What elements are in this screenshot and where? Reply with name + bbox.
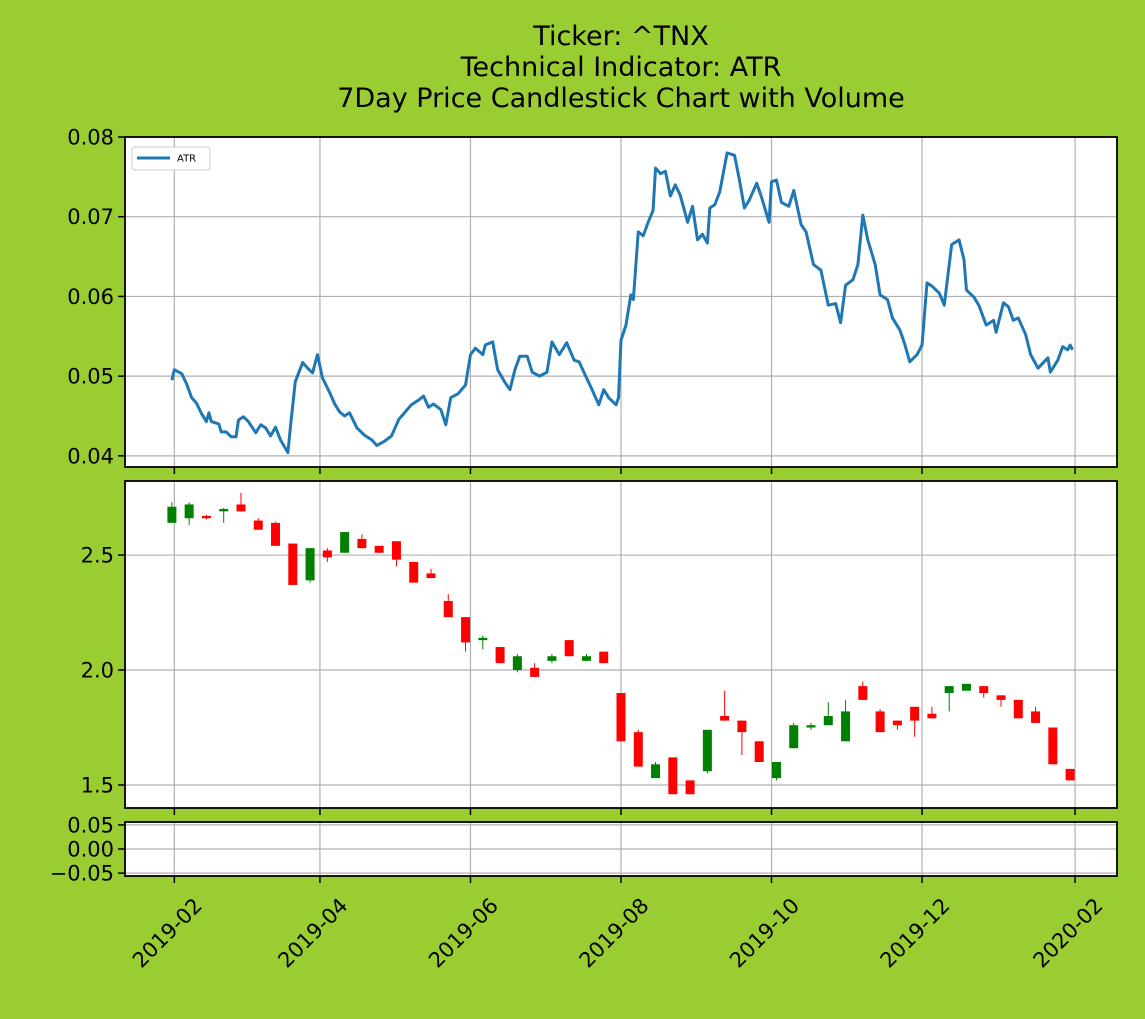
y-tick-label: 1.5 [81, 774, 114, 798]
candle-body [564, 640, 574, 657]
candle-body [184, 504, 194, 519]
candle-body [271, 522, 281, 546]
candle-body [858, 686, 868, 700]
y-tick-label: 0.05 [67, 813, 114, 837]
candle-body [927, 713, 937, 719]
candle-body [288, 543, 298, 585]
candle-body [633, 732, 643, 767]
candle-body [236, 504, 246, 512]
candle-body [1031, 711, 1041, 723]
candle-body [979, 686, 989, 694]
y-tick-label: 0.06 [67, 285, 114, 309]
y-tick-label: 0.08 [67, 126, 114, 150]
candle-body [461, 617, 471, 643]
axes-frame [124, 136, 1118, 468]
candle-body [340, 532, 350, 553]
candle-body [1013, 699, 1023, 719]
candle-body [409, 561, 419, 583]
y-tick-label: 2.0 [81, 659, 114, 683]
candle-body [478, 637, 488, 641]
y-tick-label: 0.04 [67, 444, 114, 468]
candle-body [720, 716, 730, 721]
candle-body [961, 683, 971, 691]
chart-title: 7Day Price Candlestick Chart with Volume [337, 83, 905, 114]
candle-body [581, 656, 591, 661]
candle-body [944, 686, 954, 694]
y-tick-label: 2.5 [81, 544, 114, 568]
candle-body [841, 711, 851, 742]
atr-line [170, 151, 1074, 455]
candle-body [737, 720, 747, 733]
candle-body [1065, 768, 1075, 781]
candle-body [253, 520, 263, 530]
candle-body [789, 725, 799, 749]
candle-body [668, 757, 678, 795]
candle-body [495, 647, 505, 664]
candle-body [374, 545, 384, 553]
candle-body [616, 693, 626, 742]
candle-body [443, 601, 453, 618]
candle-body [823, 716, 833, 726]
axes-frame [124, 821, 1118, 877]
y-tick-label: 0.00 [67, 838, 114, 862]
chart-title: Ticker: ^TNX [532, 21, 708, 52]
candle-body [685, 780, 695, 795]
candle-body [547, 656, 557, 661]
y-tick-label: 0.05 [67, 365, 114, 389]
y-tick-label: −0.05 [50, 862, 114, 886]
candle-body [892, 720, 902, 726]
candle-body [1048, 727, 1058, 765]
candle-body [391, 541, 401, 560]
candle-body [219, 509, 229, 512]
legend: ATR [131, 146, 211, 171]
candle-body [167, 506, 177, 523]
candle-body [201, 515, 211, 519]
legend-label: ATR [177, 154, 196, 165]
candle-body [910, 706, 920, 721]
candle-body [357, 538, 367, 549]
candle-body [530, 667, 540, 677]
candle-body [512, 656, 522, 671]
candle-body [651, 764, 661, 779]
candle-body [305, 548, 315, 581]
candle-body [771, 762, 781, 779]
candle-body [996, 695, 1006, 700]
axes-frame [124, 480, 1118, 809]
candle-body [754, 741, 764, 763]
legend-box [131, 146, 211, 171]
candle-body [599, 651, 609, 664]
candle-body [806, 725, 816, 728]
candle-body [702, 729, 712, 772]
chart-title: Technical Indicator: ATR [460, 52, 782, 83]
candle-body [875, 711, 885, 733]
y-tick-label: 0.07 [67, 205, 114, 229]
candle-body [322, 550, 332, 558]
candle-body [426, 573, 436, 579]
